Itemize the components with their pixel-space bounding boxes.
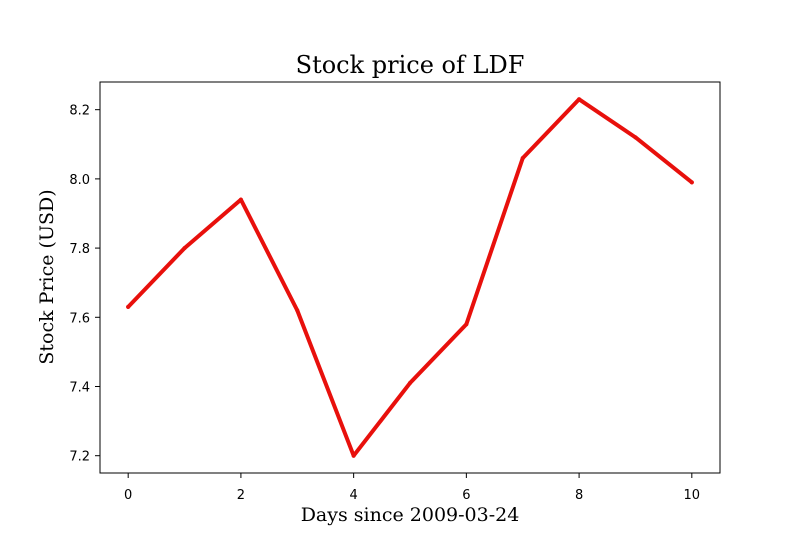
- data-point: [577, 97, 582, 102]
- data-point: [295, 308, 300, 313]
- y-axis-label: Stock Price (USD): [36, 189, 58, 364]
- data-point: [351, 453, 356, 458]
- y-tick-label: 7.8: [69, 242, 90, 257]
- x-tick-label: 4: [349, 488, 357, 503]
- x-tick-label: 2: [237, 488, 245, 503]
- plot-area: [100, 82, 720, 473]
- chart-title: Stock price of LDF: [296, 51, 525, 79]
- y-tick-label: 8.0: [69, 173, 90, 188]
- x-axis-label: Days since 2009-03-24: [301, 504, 520, 526]
- y-tick-label: 7.4: [69, 380, 90, 395]
- data-point: [408, 381, 412, 386]
- x-tick-label: 10: [684, 488, 701, 503]
- plot-frame: [99, 81, 721, 474]
- data-point: [633, 135, 638, 140]
- x-tick-label: 6: [462, 488, 470, 503]
- data-point: [182, 246, 187, 251]
- series-group: [126, 97, 694, 458]
- data-point: [126, 304, 131, 309]
- y-tick-label: 7.2: [69, 450, 90, 465]
- y-tick-label: 8.2: [69, 104, 90, 119]
- x-tick-label: 8: [575, 488, 583, 503]
- data-point: [238, 197, 243, 202]
- x-tick-label: 0: [124, 488, 132, 503]
- data-point: [689, 180, 694, 185]
- y-tick-label: 7.6: [69, 311, 90, 326]
- axis-ticks: 0 2 4 6 8 10 7.2 7.4 7.6 7.8 8.0 8.2: [69, 104, 700, 503]
- data-point: [464, 322, 469, 327]
- data-point: [520, 156, 525, 161]
